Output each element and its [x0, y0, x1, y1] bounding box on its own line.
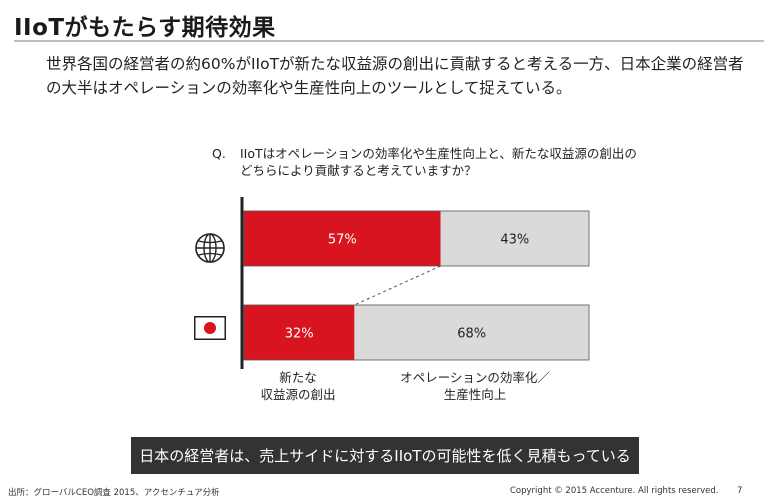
- bar-outline-japan: [243, 304, 590, 361]
- page-number: 7: [737, 486, 743, 496]
- category-label-revenue-line2: 収益源の創出: [260, 387, 336, 402]
- category-label-revenue-line1: 新たな: [279, 370, 317, 385]
- question-text: IIoTはオペレーションの効率化や生産性向上と、新たな収益源の創出のどちらにより…: [240, 146, 637, 178]
- data-label-japan-revenue: 32%: [285, 327, 314, 342]
- japan-flag-icon: [194, 316, 226, 340]
- question-mark: Q.: [212, 146, 226, 161]
- title-divider: [14, 40, 764, 42]
- bar-global-efficiency: [440, 211, 589, 266]
- subtitle: 世界各国の経営者の約60%がIIoTが新たな収益源の創出に貢献すると考える一方、…: [46, 55, 744, 97]
- data-label-japan-efficiency: 68%: [457, 327, 486, 342]
- category-label-efficiency-line1: オペレーションの効率化／: [400, 370, 550, 385]
- bar-outline-global: [243, 210, 590, 267]
- conclusion-banner: 日本の経営者は、売上サイドに対するIIoTの可能性を低く見積もっている: [131, 437, 639, 474]
- connector-dashed-line: [354, 265, 441, 306]
- bar-japan-revenue: [244, 305, 355, 360]
- category-label-efficiency-line2: 生産性向上: [443, 387, 507, 402]
- bar-global-revenue: [244, 211, 441, 266]
- globe-icon: [195, 233, 225, 263]
- page-title: IIoTがもたらす期待効果: [14, 15, 276, 41]
- category-label-efficiency: オペレーションの効率化／ 生産性向上: [385, 369, 565, 403]
- data-label-global-efficiency: 43%: [500, 233, 529, 248]
- bar-japan-efficiency: [354, 305, 589, 360]
- source-note: 出所：グローバルCEO調査 2015、アクセンチュア分析: [8, 488, 220, 498]
- category-label-revenue: 新たな 収益源の創出: [248, 369, 348, 403]
- copyright: Copyright © 2015 Accenture. All rights r…: [510, 486, 719, 496]
- data-label-global-revenue: 57%: [328, 233, 357, 248]
